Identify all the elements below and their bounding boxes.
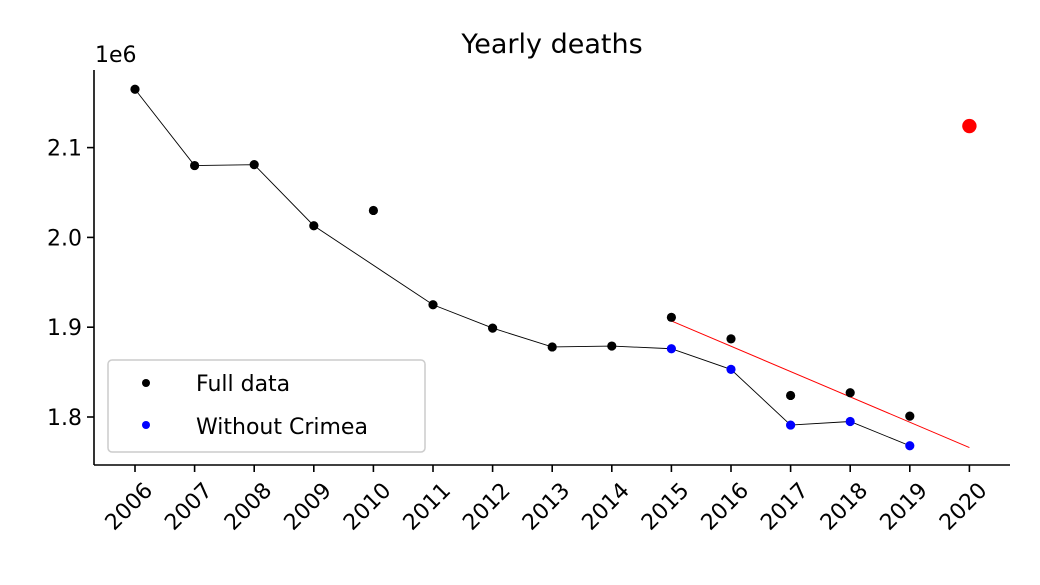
data-point-full-data — [428, 300, 438, 310]
data-point-without-crimea — [905, 441, 915, 451]
data-point-full-data — [905, 411, 915, 421]
x-tick-label: 2020 — [935, 478, 992, 535]
data-point-full-data — [845, 388, 855, 398]
data-point-full-data — [666, 312, 677, 322]
x-tick-label: 2011 — [399, 478, 456, 535]
x-tick-label: 2010 — [339, 478, 396, 535]
legend: Full data Without Crimea — [107, 359, 426, 453]
legend-label-without-crimea: Without Crimea — [196, 415, 368, 440]
x-tick-label: 2018 — [816, 478, 873, 535]
data-point-full-data — [786, 390, 796, 401]
data-point-without-crimea — [786, 420, 796, 430]
x-tick-label: 2014 — [578, 478, 635, 535]
x-tick-label: 2012 — [458, 478, 515, 535]
data-point-without-crimea — [726, 364, 736, 375]
x-tick-label: 2008 — [220, 478, 277, 535]
data-point-full-data — [726, 334, 736, 344]
x-tick-label: 2009 — [280, 478, 337, 535]
chart-title: Yearly deaths — [460, 29, 642, 60]
data-point-full-data — [190, 160, 200, 171]
data-point-full-data — [368, 205, 378, 216]
x-tick-label: 2016 — [697, 478, 754, 535]
data-point-full-data — [309, 221, 319, 231]
data-point-full-data — [607, 341, 617, 351]
data-point-full-data — [547, 342, 557, 352]
x-tick-label: 2015 — [637, 478, 694, 535]
trend-line — [671, 320, 970, 448]
legend-marker-full-data — [142, 379, 150, 387]
y-axis-offset-label: 1e6 — [95, 43, 137, 68]
y-tick-label: 1.9 — [47, 316, 82, 341]
data-point-without-crimea — [845, 416, 855, 427]
legend-frame — [107, 359, 426, 453]
data-point-without-crimea — [666, 344, 677, 354]
x-tick-label: 2007 — [160, 478, 217, 535]
highlight-point-2020 — [962, 118, 977, 134]
y-tick-label: 2.1 — [47, 137, 82, 162]
axes: 1.8 1.9 2.0 2.1 2006 2007 2008 2009 2010 2011 2012… — [47, 70, 1010, 536]
data-point-full-data — [488, 323, 498, 333]
data-points — [130, 84, 977, 451]
legend-marker-without-crimea — [142, 421, 150, 429]
x-tick-label: 2006 — [101, 478, 158, 535]
x-tick-label: 2013 — [518, 478, 575, 535]
x-tick-label: 2017 — [756, 478, 813, 535]
x-tick-label: 2019 — [876, 478, 933, 535]
y-tick-label: 2.0 — [47, 226, 82, 251]
legend-label-full-data: Full data — [196, 372, 290, 397]
data-point-full-data — [249, 160, 259, 170]
data-point-full-data — [130, 84, 140, 94]
y-tick-label: 1.8 — [47, 406, 82, 431]
